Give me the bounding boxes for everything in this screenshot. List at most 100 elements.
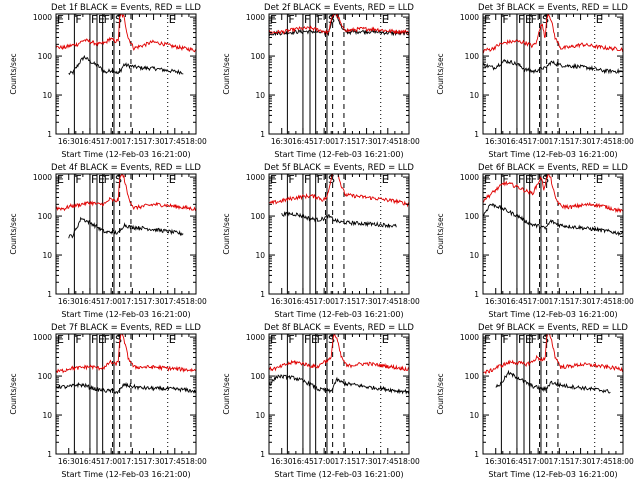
x-tick-label: 17:00 [313,137,335,146]
marker-label: E [484,13,491,26]
x-tick-label: 17:30 [570,297,592,306]
x-tick-label: 17:15 [335,137,357,146]
y-tick-label: 10 [469,251,479,260]
series-events [483,58,623,75]
y-axis-label: Counts/sec [436,53,445,94]
chart-panel-det3: Det 3f BLACK = Events, RED = LLD Counts/s… [436,3,634,159]
y-axis-label: Counts/sec [436,213,445,254]
series-events [269,14,409,37]
marker-label: S [115,173,122,186]
y-tick-label: 1 [47,450,52,459]
x-tick-label: 17:30 [143,297,165,306]
marker-label: E [270,333,277,346]
chart-panel-det4: Det 4f BLACK = Events, RED = LLD Counts/s… [9,163,207,319]
y-axis-label: Counts/sec [9,373,18,414]
x-tick-label: 17:45 [377,137,399,146]
x-tick-label: 18:00 [612,137,634,146]
marker-label: F [502,173,508,186]
y-tick-label: 10 [469,91,479,100]
y-tick-label: 100 [465,372,480,381]
series-lld [269,14,409,36]
plot-frame [268,333,410,455]
marker-label: F [288,173,294,186]
x-tick-label: 18:00 [612,457,634,466]
x-tick-label: 17:30 [570,457,592,466]
x-tick-label: 17:45 [591,457,613,466]
x-tick-label: 16:30 [271,137,293,146]
y-tick-label: 100 [251,52,266,61]
marker-label: F [304,173,310,186]
x-tick-label: 16:30 [485,297,507,306]
x-tick-label: 17:30 [356,137,378,146]
marker-label: E [525,173,532,186]
x-tick-label: 17:00 [100,457,122,466]
x-tick-label: 17:00 [527,297,549,306]
x-tick-label: 17:00 [100,297,122,306]
x-tick-label: 17:15 [549,297,571,306]
marker-label: E [98,13,105,26]
y-tick-label: 100 [465,212,480,221]
y-tick-label: 1000 [33,333,52,342]
chart-title: Det 7f BLACK = Events, RED = LLD [51,323,201,333]
x-tick-label: 17:45 [591,137,613,146]
marker-label: F [531,333,537,346]
series-lld [483,334,623,375]
marker-label: F [317,333,323,346]
x-axis-label: Start Time (12-Feb-03 16:21:00) [488,150,617,159]
marker-label: E [596,333,603,346]
x-axis-label: Start Time (12-Feb-03 16:21:00) [274,310,403,319]
marker-label: E [484,333,491,346]
chart-panel-det6: Det 6f BLACK = Events, RED = LLD Counts/s… [436,163,634,319]
y-axis-label: Counts/sec [222,373,231,414]
marker-label: E [382,13,389,26]
x-tick-label: 17:15 [122,457,144,466]
marker-label: F [304,13,310,26]
marker-label: F [91,13,97,26]
marker-label: F [518,333,524,346]
marker-label: E [484,173,491,186]
x-axis-label: Start Time (12-Feb-03 16:21:00) [61,150,190,159]
y-tick-label: 1 [47,290,52,299]
x-tick-label: 16:45 [79,137,101,146]
chart-title: Det 9f BLACK = Events, RED = LLD [478,323,628,333]
series-events [495,369,611,394]
y-tick-label: 100 [251,212,266,221]
x-axis-label: Start Time (12-Feb-03 16:21:00) [274,150,403,159]
chart-panel-det2: Det 2f BLACK = Events, RED = LLD Counts/s… [222,3,420,159]
marker-label: E [169,333,176,346]
series-events [281,210,397,229]
plot-frame [482,13,624,135]
marker-label: E [382,173,389,186]
marker-label: F [75,173,81,186]
y-tick-label: 1 [260,290,265,299]
marker-label: S [328,333,335,346]
marker-label: F [518,13,524,26]
marker-label: E [169,173,176,186]
marker-label: E [98,173,105,186]
series-events [68,216,184,239]
chart-title: Det 1f BLACK = Events, RED = LLD [51,3,201,13]
plot-frame [55,13,197,135]
y-tick-label: 1 [474,130,479,139]
x-tick-label: 17:00 [527,457,549,466]
x-tick-label: 16:30 [58,297,80,306]
marker-label: F [91,333,97,346]
marker-label: F [518,173,524,186]
y-tick-label: 100 [38,212,53,221]
x-tick-label: 16:45 [79,457,101,466]
plot-frame [482,333,624,455]
x-tick-label: 16:45 [79,297,101,306]
x-axis-label: Start Time (12-Feb-03 16:21:00) [488,470,617,479]
x-tick-label: 16:45 [292,137,314,146]
series-events [68,54,184,76]
series-lld [56,334,196,374]
marker-label: F [531,173,537,186]
x-axis-label: Start Time (12-Feb-03 16:21:00) [61,310,190,319]
y-tick-label: 10 [469,411,479,420]
y-tick-label: 100 [38,372,53,381]
plot-frame [482,173,624,295]
marker-label: E [169,13,176,26]
x-tick-label: 18:00 [185,457,207,466]
x-tick-label: 17:45 [591,297,613,306]
chart-title: Det 6f BLACK = Events, RED = LLD [478,163,628,173]
